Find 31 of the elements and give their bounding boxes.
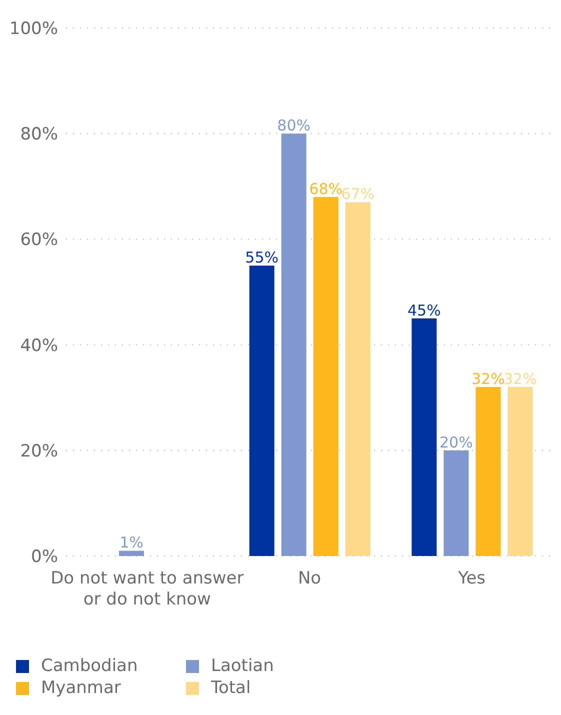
legend-label: Cambodian <box>41 656 138 676</box>
y-tick-label: 0% <box>31 547 58 568</box>
bar <box>345 202 370 556</box>
data-label: 80% <box>277 116 311 135</box>
data-label: 67% <box>341 185 375 204</box>
legend-label: Total <box>211 678 251 698</box>
data-label: 20% <box>439 433 473 452</box>
legend-label: Myanmar <box>41 678 121 698</box>
bar <box>476 387 501 556</box>
legend-label: Laotian <box>211 656 274 676</box>
y-tick-label: 80% <box>20 124 58 145</box>
y-tick-label: 40% <box>20 336 58 356</box>
bar <box>281 134 306 556</box>
bar <box>412 318 437 556</box>
y-tick-label: 60% <box>20 230 58 250</box>
x-tick-label: Do not want to answer or do not know <box>50 568 244 610</box>
bar <box>249 266 274 556</box>
x-tick-label: Yes <box>457 568 486 588</box>
data-label: 68% <box>309 180 343 198</box>
data-label: 55% <box>245 248 279 267</box>
bar <box>444 450 469 556</box>
y-tick-label: 100% <box>9 19 58 40</box>
data-label: 32% <box>471 370 505 388</box>
bar <box>313 196 338 556</box>
y-tick-label: 20% <box>20 441 58 462</box>
data-label: 32% <box>503 370 537 388</box>
data-label: 1% <box>120 534 144 552</box>
bar <box>508 387 533 556</box>
x-tick-label: No <box>298 568 322 588</box>
data-label: 45% <box>407 301 441 320</box>
bar <box>119 550 144 556</box>
